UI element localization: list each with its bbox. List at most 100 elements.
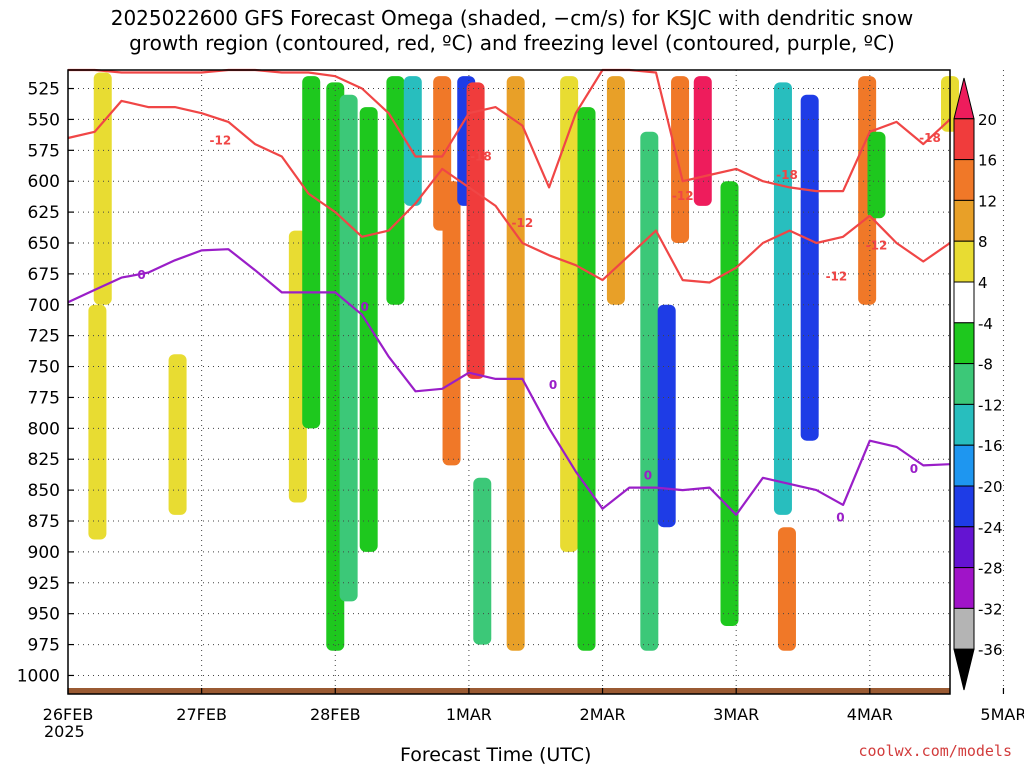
- y-tick-label-12: 825: [28, 450, 60, 470]
- colorbar-swatch-2: [953, 159, 975, 201]
- omega-patch-18: [606, 76, 625, 305]
- colorbar-label-12: -32: [978, 600, 1003, 618]
- plot-frame: [67, 69, 951, 695]
- omega-patch-17: [577, 107, 596, 651]
- colorbar-label-1: 16: [978, 152, 997, 170]
- omega-patch-29: [867, 131, 886, 219]
- colorbar-label-11: -28: [978, 560, 1003, 578]
- omega-patch-8: [386, 76, 405, 305]
- y-tick-label-9: 750: [28, 358, 60, 378]
- y-tick-label-8: 725: [28, 327, 60, 347]
- colorbar-swatch-5: [953, 281, 975, 324]
- y-tick-label-3: 600: [28, 172, 60, 192]
- y-tick-label-4: 625: [28, 203, 60, 223]
- contour-label-3: -12: [672, 189, 694, 203]
- x-tick-label-1: 27FEB: [176, 705, 227, 724]
- contour-label-12: 0: [836, 510, 844, 524]
- y-axis-ticks: 525 550 575 600 625 650 675 700 725 750 775 800 825 8…: [17, 80, 74, 686]
- contour-label-6: -18: [919, 131, 941, 145]
- x-tick-label-0: 26FEB: [43, 705, 94, 724]
- colorbar-label-5: -4: [978, 315, 993, 333]
- omega-patch-15: [506, 76, 525, 651]
- colorbar-swatch-12: [953, 567, 975, 609]
- colorbar-swatch-4: [953, 240, 975, 283]
- y-tick-label-6: 675: [28, 265, 60, 285]
- contour-label-5: -12: [826, 269, 848, 283]
- colorbar-swatch-8: [953, 403, 975, 446]
- omega-patch-13: [466, 82, 485, 379]
- y-tick-label-2: 575: [28, 141, 60, 161]
- omega-patch-14: [473, 477, 492, 645]
- contour-label-0: -12: [210, 133, 232, 147]
- colorbar-label-2: 12: [978, 192, 997, 210]
- source-credit: coolwx.com/models: [858, 742, 1012, 760]
- x-axis-year-label: 2025: [44, 722, 85, 741]
- colorbar-swatch-6: [953, 322, 975, 365]
- colorbar-swatch-14: [953, 648, 975, 691]
- y-tick-label-18: 975: [28, 636, 60, 656]
- y-tick-label-7: 700: [28, 296, 60, 316]
- omega-patch-4: [302, 76, 321, 429]
- colorbar-label-8: -16: [978, 437, 1003, 455]
- omega-patch-6: [339, 94, 358, 602]
- y-tick-label-1: 550: [28, 110, 60, 130]
- colorbar-label-4: 4: [978, 274, 988, 292]
- y-tick-label-14: 875: [28, 512, 60, 532]
- chart-title: 2025022600 GFS Forecast Omega (shaded, −…: [110, 6, 914, 55]
- omega-patch-25: [777, 527, 796, 651]
- y-tick-label-17: 950: [28, 605, 60, 625]
- omega-patch-20: [657, 304, 676, 528]
- omega-shading-layer: [88, 72, 959, 651]
- contour-label-layer: -12 -18 -12 -12 -18 -12 -18 -12 0 0 0 0 0 0: [137, 131, 940, 524]
- x-tick-label-6: 4MAR: [847, 705, 893, 724]
- contour-label-13: 0: [910, 462, 918, 476]
- y-tick-label-0: 525: [28, 80, 60, 100]
- omega-patch-21: [671, 76, 690, 243]
- omega-patch-7: [359, 107, 378, 552]
- ground-surface: [68, 688, 950, 694]
- omega-patch-24: [773, 82, 792, 515]
- colorbar-label-6: -8: [978, 356, 993, 374]
- x-tick-label-5: 3MAR: [713, 705, 759, 724]
- colorbar-swatch-10: [953, 485, 975, 528]
- omega-patch-2: [168, 354, 187, 515]
- y-tick-label-5: 650: [28, 234, 60, 254]
- contour-label-8: 0: [137, 268, 145, 282]
- omega-patch-11: [442, 181, 461, 466]
- colorbar-swatch-11: [953, 526, 975, 569]
- x-tick-label-3: 1MAR: [446, 705, 492, 724]
- contour-label-1: -18: [470, 149, 492, 163]
- x-tick-label-2: 28FEB: [310, 705, 361, 724]
- colorbar: 20 16 12 8 4 -4 -8 -12 -16 -20 -24 -28 -32 -36: [953, 77, 1003, 691]
- y-tick-label-13: 850: [28, 481, 60, 501]
- colorbar-label-10: -24: [978, 519, 1003, 537]
- y-tick-label-16: 925: [28, 574, 60, 594]
- colorbar-label-9: -20: [978, 478, 1003, 496]
- y-tick-label-19: 1000: [17, 666, 60, 686]
- colorbar-label-3: 8: [978, 233, 988, 251]
- contour-label-10: 0: [549, 378, 557, 392]
- y-tick-label-11: 800: [28, 419, 60, 439]
- y-tick-label-15: 900: [28, 543, 60, 563]
- contour-label-11: 0: [644, 468, 652, 482]
- omega-patch-16: [560, 76, 579, 552]
- colorbar-label-13: -36: [978, 641, 1003, 659]
- colorbar-swatch-7: [953, 363, 975, 405]
- contour-layer: [67, 68, 951, 516]
- contour-label-7: -12: [866, 238, 888, 252]
- colorbar-swatch-3: [953, 199, 975, 242]
- omega-patch-9: [403, 76, 422, 206]
- omega-patch-19: [640, 131, 659, 651]
- omega-patch-23: [720, 181, 739, 627]
- freezing-level-contour: [67, 248, 951, 516]
- x-tick-label-7: 5MAR: [980, 705, 1024, 724]
- ground-strip: [68, 688, 950, 694]
- omega-patch-22: [693, 76, 712, 206]
- colorbar-swatch-9: [953, 444, 975, 487]
- x-axis-title: Forecast Time (UTC): [400, 744, 592, 766]
- dgz-top-contour: [68, 68, 951, 193]
- contour-label-9: 0: [360, 300, 368, 314]
- dgz-bottom-contour: [67, 99, 951, 284]
- colorbar-label-7: -12: [978, 396, 1003, 414]
